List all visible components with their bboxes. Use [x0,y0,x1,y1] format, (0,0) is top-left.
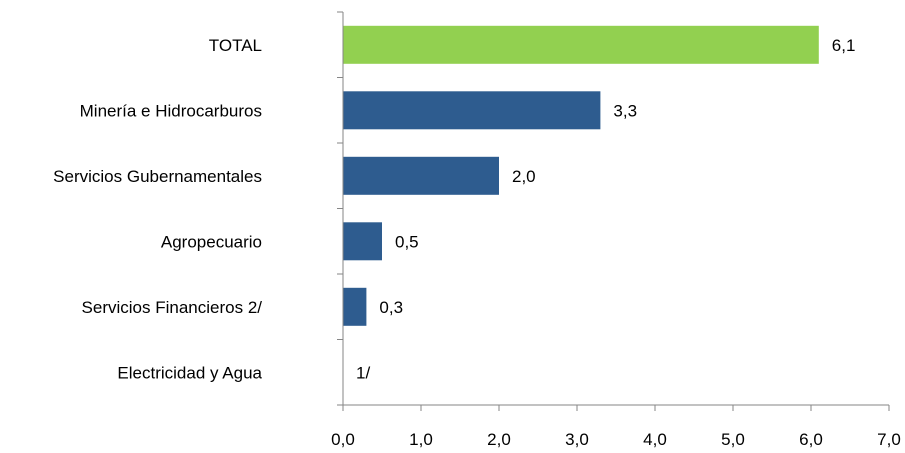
category-label: TOTAL [209,36,262,55]
value-label: 6,1 [832,36,856,55]
value-tick-label: 0,0 [331,430,355,449]
bar [343,287,367,326]
category-label: Servicios Financieros 2/ [82,298,263,317]
bar [343,156,499,195]
value-label: 0,5 [395,232,419,251]
value-label: 2,0 [512,167,536,186]
value-tick-label: 1,0 [409,430,433,449]
bar [343,25,819,64]
category-label: Electricidad y Agua [117,363,262,382]
value-tick-label: 7,0 [877,430,901,449]
value-tick-label: 6,0 [799,430,823,449]
value-label: 3,3 [613,101,637,120]
labels-layer: TOTAL 6,1 Minería e Hidrocarburos 3,3 Servic… [53,36,856,382]
bar [343,91,601,130]
value-label: 1/ [356,363,370,382]
value-tick-label: 4,0 [643,430,667,449]
category-label: Minería e Hidrocarburos [80,101,262,120]
bars-layer [343,25,819,326]
value-tick-label: 2,0 [487,430,511,449]
value-tick-label: 3,0 [565,430,589,449]
value-tick-label: 5,0 [721,430,745,449]
axis-layer: 0,0 1,0 2,0 3,0 4,0 5,0 6,0 7,0 [331,11,901,449]
category-label: Servicios Gubernamentales [53,167,262,186]
value-label: 0,3 [379,298,403,317]
bar [343,222,382,261]
category-label: Agropecuario [161,232,262,251]
